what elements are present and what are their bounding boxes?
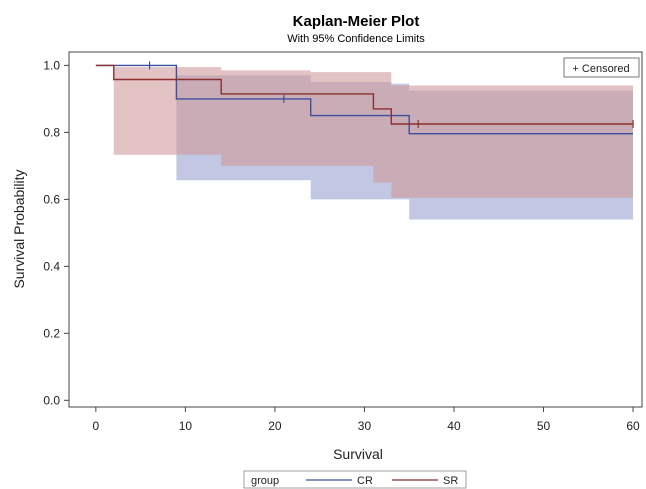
censored-legend-text: + Censored bbox=[572, 63, 629, 75]
survival-curves bbox=[95, 64, 633, 135]
x-tick-label: 60 bbox=[626, 419, 640, 433]
survival-curve-cr bbox=[95, 64, 633, 135]
x-axis: 0 10 20 30 40 50 60 bbox=[93, 407, 640, 433]
y-tick-label: 0.6 bbox=[43, 192, 60, 206]
x-tick-label: 0 bbox=[93, 419, 100, 433]
x-axis-label: Survival bbox=[333, 446, 383, 462]
y-axis-label: Survival Probability bbox=[11, 169, 27, 288]
legend-label-cr: CR bbox=[357, 475, 373, 487]
legend-label-sr: SR bbox=[443, 475, 458, 487]
y-tick-label: 0.4 bbox=[43, 259, 60, 273]
y-tick-label: 0.2 bbox=[43, 326, 60, 340]
y-tick-label: 0.8 bbox=[43, 125, 60, 139]
y-tick-label: 1.0 bbox=[43, 58, 60, 72]
group-legend-title: group bbox=[251, 475, 279, 487]
plot-frame bbox=[68, 51, 643, 408]
censored-legend: + Censored bbox=[563, 57, 640, 78]
group-legend-box bbox=[243, 470, 467, 489]
chart-title: Kaplan-Meier Plot bbox=[293, 13, 420, 30]
survival-curve-sr bbox=[95, 64, 633, 125]
censor-marks bbox=[148, 61, 634, 129]
x-tick-label: 20 bbox=[268, 419, 282, 433]
x-tick-label: 40 bbox=[447, 419, 461, 433]
censored-legend-box bbox=[563, 57, 640, 78]
x-tick-label: 10 bbox=[179, 419, 193, 433]
x-tick-label: 30 bbox=[358, 419, 372, 433]
chart-subtitle: With 95% Confidence Limits bbox=[287, 33, 425, 45]
x-tick-label: 50 bbox=[537, 419, 551, 433]
group-legend: group CR SR bbox=[243, 470, 467, 489]
y-axis: 0.0 0.2 0.4 0.6 0.8 1.0 bbox=[43, 58, 69, 407]
y-tick-label: 0.0 bbox=[43, 393, 60, 407]
